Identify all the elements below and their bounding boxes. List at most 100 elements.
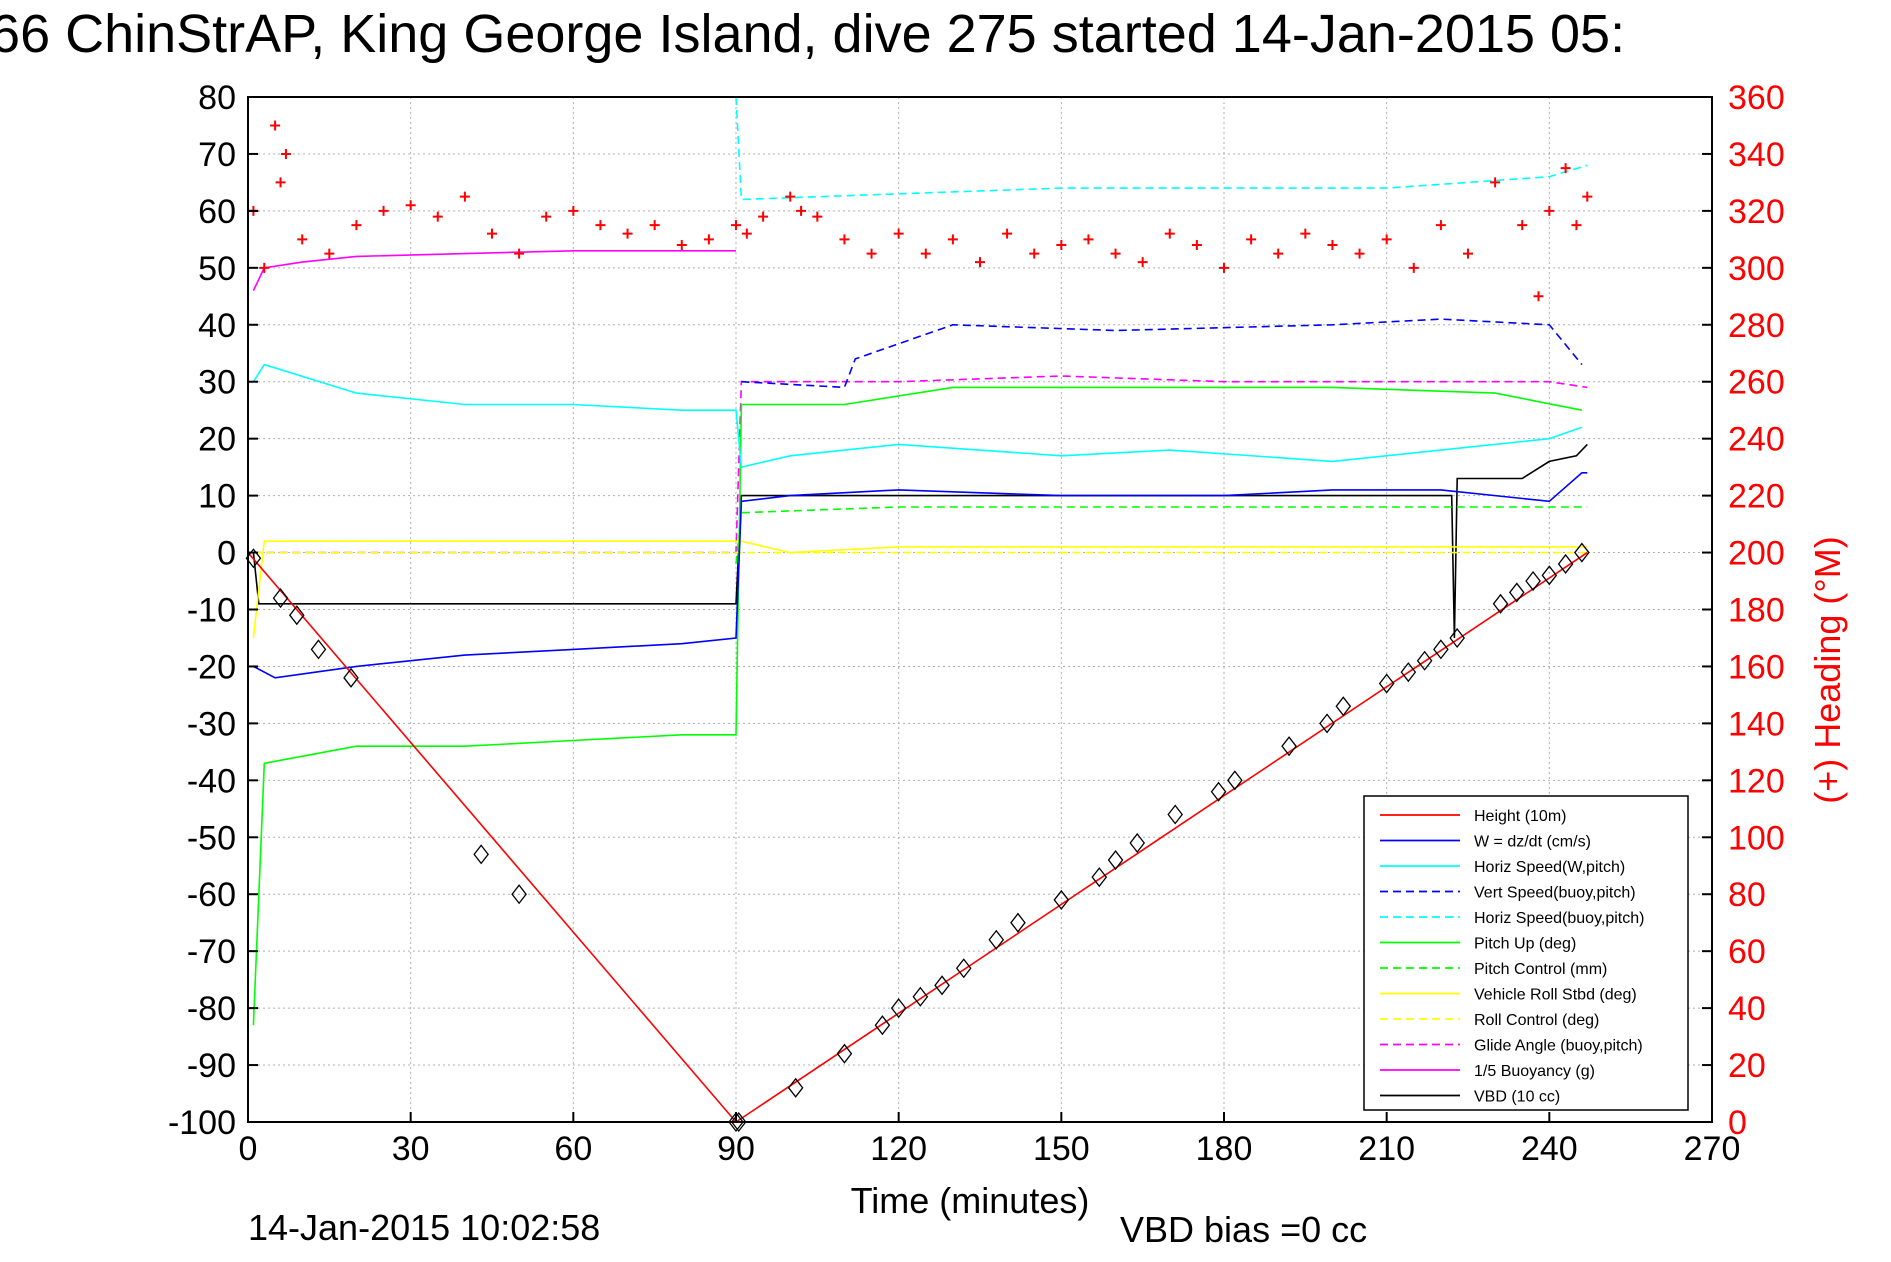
heading-marker <box>866 248 877 259</box>
depth-marker <box>1574 542 1590 563</box>
heading-marker <box>541 211 552 222</box>
y-tick-label: 30 <box>198 364 236 402</box>
legend-label: VBD (10 cc) <box>1474 1089 1560 1106</box>
x-tick-label: 60 <box>554 1130 592 1168</box>
y-right-tick-label: 40 <box>1728 990 1766 1028</box>
heading-marker <box>1582 191 1593 202</box>
heading-marker <box>703 234 714 245</box>
depth-marker <box>787 1077 804 1098</box>
depth-marker <box>1492 593 1509 614</box>
depth-marker <box>288 605 305 626</box>
legend-label: 1/5 Buoyancy (g) <box>1474 1063 1595 1080</box>
y-right-tick-label: 200 <box>1728 535 1785 573</box>
y-right-tick-label: 100 <box>1728 819 1785 857</box>
heading-marker <box>595 220 606 231</box>
y-tick-label: -70 <box>187 933 236 971</box>
depth-marker <box>1378 673 1395 694</box>
y-right-tick-label: 320 <box>1728 193 1785 231</box>
depth-marker <box>1335 696 1352 717</box>
heading-marker <box>275 177 286 188</box>
heading-marker <box>351 220 362 231</box>
depth-marker <box>511 884 527 905</box>
heading-marker <box>731 220 741 231</box>
depth-marker <box>1400 662 1417 683</box>
depth-marker <box>836 1043 853 1064</box>
legend-label: Pitch Control (mm) <box>1474 961 1607 978</box>
heading-marker <box>1110 248 1121 259</box>
depth-marker <box>730 1111 747 1133</box>
heading-marker <box>1246 234 1257 245</box>
x-tick-label: 180 <box>1196 1130 1253 1168</box>
y-right-tick-label: 60 <box>1728 933 1766 971</box>
depth-marker <box>1210 781 1227 802</box>
left-axis-ticks: 80 70 60 50 40 30 20 10 0 -10 -20 -30 -40 -50 -60 -70 -8… <box>168 79 258 1142</box>
heading-marker <box>1354 248 1365 259</box>
heading-marker <box>1544 205 1555 216</box>
legend-label: Pitch Up (deg) <box>1474 936 1576 953</box>
y-right-tick-label: 260 <box>1728 364 1785 402</box>
depth-marker <box>343 667 359 688</box>
heading-marker <box>741 228 752 239</box>
y-right-tick-label: 140 <box>1728 705 1785 743</box>
y-tick-label: 0 <box>217 535 236 573</box>
legend-label: Height (10m) <box>1474 808 1566 825</box>
depth-marker <box>1557 553 1574 575</box>
x-tick-label: 150 <box>1033 1130 1090 1168</box>
y-tick-label: 80 <box>198 79 236 117</box>
heading-marker <box>1002 228 1013 239</box>
chart-title: 566 ChinStrAP, King George Island, dive … <box>0 4 1625 64</box>
y-right-tick-label: 0 <box>1728 1104 1747 1142</box>
x-tick-label: 30 <box>392 1130 430 1168</box>
depth-marker <box>1525 570 1541 592</box>
right-axis-label: (+) Heading (°M) <box>1807 536 1848 803</box>
y-right-tick-label: 280 <box>1728 307 1785 345</box>
heading-marker <box>1327 240 1338 251</box>
series-lines <box>247 96 1588 1124</box>
y-tick-label: -50 <box>187 819 236 857</box>
heading-marker <box>785 191 796 202</box>
heading-marker <box>1381 234 1392 245</box>
x-tick-label: 210 <box>1358 1130 1415 1168</box>
heading-marker <box>1191 240 1202 251</box>
x-tick-label: 120 <box>870 1130 927 1168</box>
depth-marker <box>1227 770 1243 791</box>
x-tick-label: 90 <box>717 1130 755 1168</box>
legend: Height (10m) W = dz/dt (cm/s) Horiz Speed(… <box>1363 795 1689 1111</box>
legend-label: Horiz Speed(buoy,pitch) <box>1474 910 1644 927</box>
depth-marker <box>1167 804 1184 825</box>
heading-marker <box>1219 262 1229 273</box>
heading-marker <box>920 248 931 259</box>
y-tick-label: -40 <box>187 762 236 800</box>
heading-marker <box>1029 248 1040 259</box>
depth-marker <box>473 844 489 865</box>
depth-marker <box>728 1111 744 1133</box>
heading-marker <box>676 240 687 251</box>
y-tick-label: -80 <box>187 990 236 1028</box>
legend-label: Horiz Speed(W,pitch) <box>1474 859 1625 876</box>
heading-marker <box>1517 220 1528 231</box>
depth-marker <box>1541 565 1558 586</box>
depth-marker <box>1508 582 1525 603</box>
y-right-tick-label: 180 <box>1728 592 1785 630</box>
y-right-tick-label: 220 <box>1728 478 1785 516</box>
heading-marker <box>378 205 389 216</box>
depth-markers <box>245 542 1590 1133</box>
heading-marker <box>947 234 958 245</box>
heading-marker <box>1137 257 1148 268</box>
heading-marker <box>1056 240 1067 251</box>
y-tick-label: 50 <box>198 250 236 288</box>
x-tick-label: 240 <box>1521 1130 1578 1168</box>
y-right-tick-label: 160 <box>1728 648 1785 686</box>
heading-markers <box>248 120 1593 302</box>
footer-timestamp: 14-Jan-2015 10:02:58 <box>248 1207 600 1248</box>
y-right-tick-label: 300 <box>1728 250 1785 288</box>
heading-marker <box>622 228 633 239</box>
y-tick-label: -60 <box>187 876 236 914</box>
depth-marker <box>1449 627 1465 649</box>
series-line <box>252 250 736 291</box>
heading-marker <box>1490 177 1501 188</box>
series-line <box>252 540 1588 639</box>
heading-marker <box>1571 220 1582 231</box>
y-right-tick-label: 80 <box>1728 876 1766 914</box>
heading-marker <box>975 257 985 268</box>
